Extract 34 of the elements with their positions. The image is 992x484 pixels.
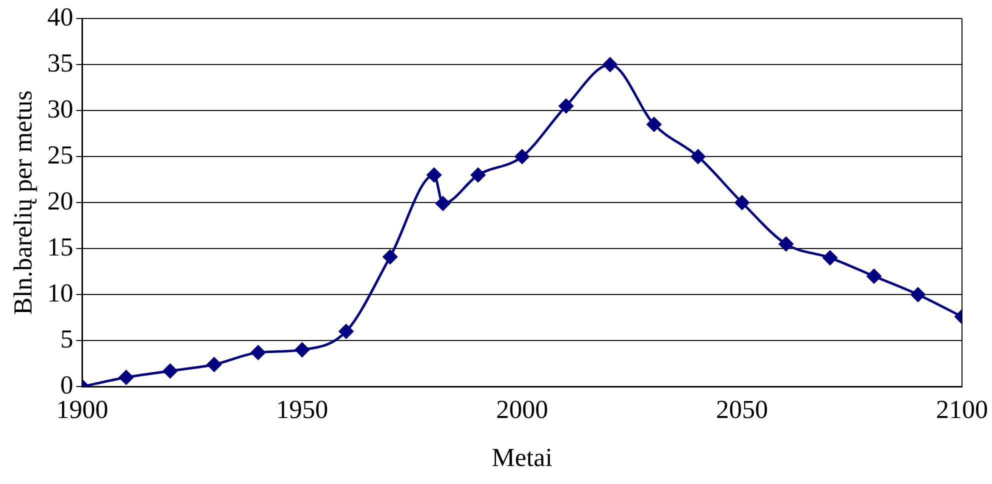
point (910, 287, 926, 302)
y-tick-label: 5 (60, 324, 74, 354)
point (206, 357, 222, 372)
x-tick-label: 2100 (936, 395, 988, 424)
point (602, 57, 618, 72)
x-axis-title: Metai (492, 443, 552, 472)
point (734, 195, 750, 210)
y-tick-label: 35 (47, 48, 74, 78)
point (470, 168, 486, 182)
x-tick-label: 2050 (716, 395, 768, 424)
point (162, 364, 178, 378)
y-tick-label: 25 (47, 140, 74, 170)
point (294, 342, 310, 358)
point (382, 250, 398, 264)
point (118, 370, 134, 385)
point (514, 149, 530, 164)
point (436, 196, 450, 211)
y-axis-title: Bln.barelių per metus (8, 90, 38, 315)
y-tick-label: 10 (47, 278, 74, 308)
y-tick-label: 30 (47, 94, 74, 124)
y-tick-label: 20 (47, 186, 74, 216)
x-tick-label: 1950 (276, 395, 328, 424)
point (822, 250, 838, 266)
point (866, 268, 882, 284)
x-tick-label: 2000 (496, 395, 548, 424)
y-tick-label: 15 (47, 232, 74, 262)
point (426, 168, 442, 182)
y-tick-label: 40 (47, 2, 74, 32)
point (250, 345, 266, 360)
point (338, 324, 354, 339)
point (558, 98, 574, 114)
point (778, 236, 794, 252)
point (646, 117, 662, 132)
point (690, 149, 706, 164)
